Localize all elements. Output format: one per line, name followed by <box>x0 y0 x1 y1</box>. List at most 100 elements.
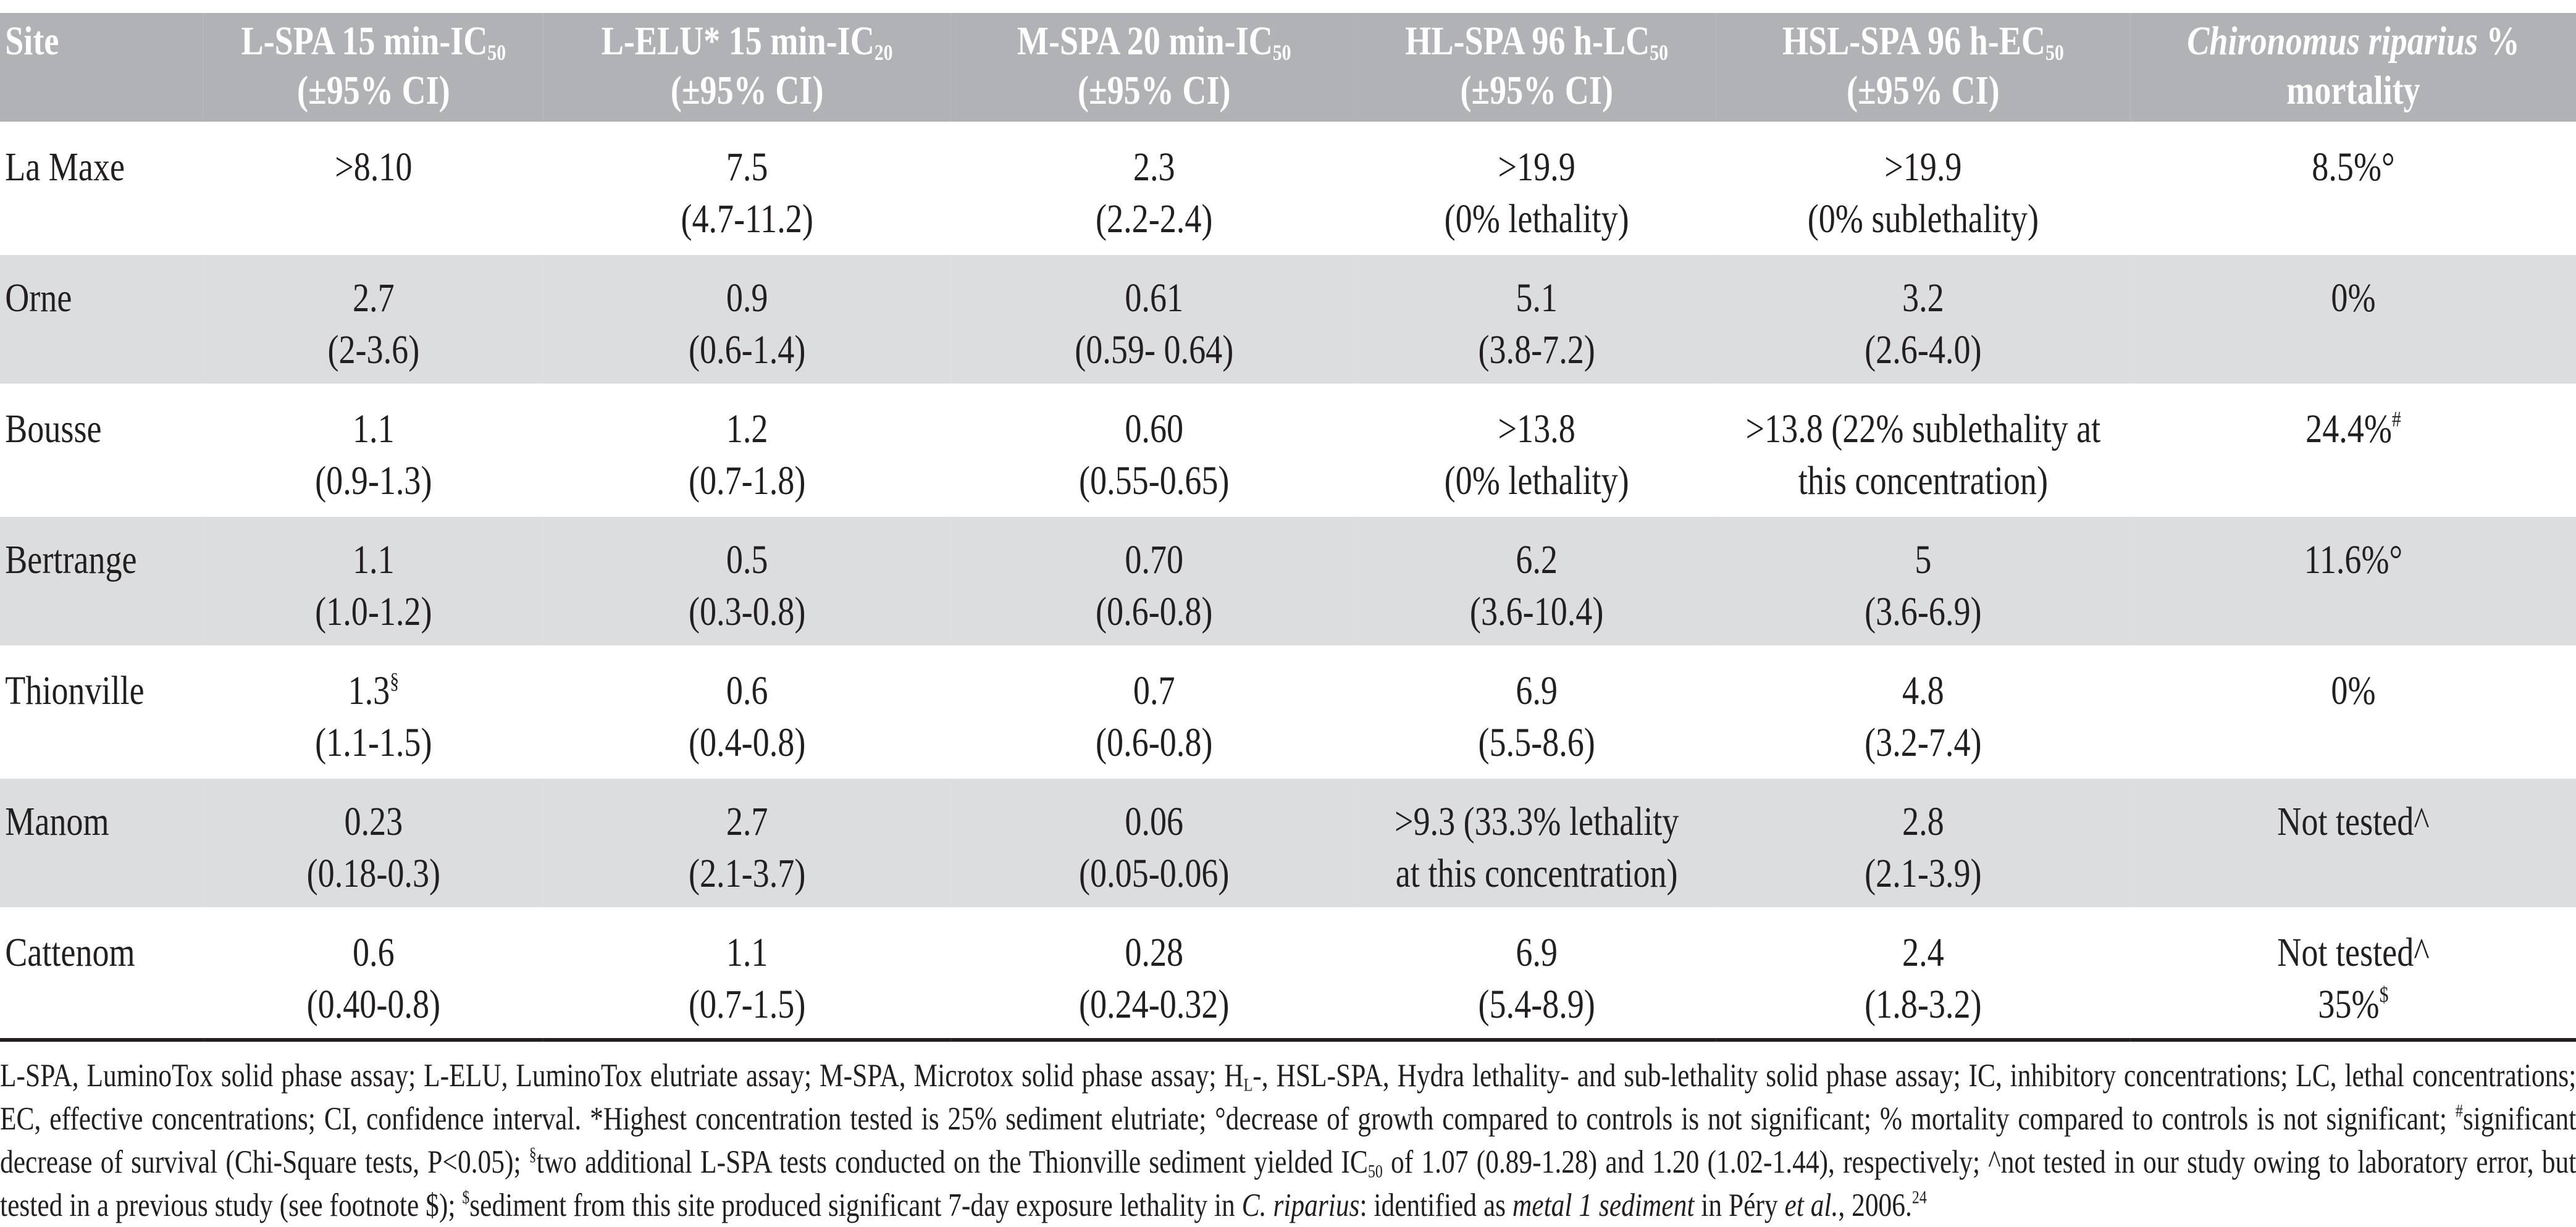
cell-value: 1.3 <box>348 668 390 713</box>
header-subscript: 20 <box>874 40 893 65</box>
cell-value: 0.5 <box>726 537 768 582</box>
column-header: Chironomus riparius % mortality <box>2130 13 2576 123</box>
header-text: L-ELU* 15 min-IC <box>601 19 875 64</box>
header-ci-label: (±95% CI) <box>1077 68 1231 113</box>
cell-confidence-interval: 35% <box>2318 982 2380 1027</box>
footnote-segment: sediment from this site produced signifi… <box>469 1187 1242 1223</box>
cell-value: 2.8 <box>1902 799 1944 844</box>
table-cell: 0.28 (0.24-0.32) <box>950 907 1358 1042</box>
cell-value: >13.8 <box>1498 406 1575 451</box>
cell-value: >9.3 (33.3% lethality <box>1394 799 1679 844</box>
table-row: Manom 0.23 (0.18-0.3) 2.7 (2.1-3.7) 0.06 (0.05… <box>0 776 2576 908</box>
cell-confidence-interval: (0.05-0.06) <box>1078 851 1230 896</box>
footnote-segment: § <box>529 1144 537 1165</box>
table-cell: 0.6 (0.40-0.8) <box>203 907 544 1042</box>
table-cell: 4.8 (3.2-7.4) <box>1716 645 2131 777</box>
header-text: L-SPA 15 min-IC <box>241 19 488 64</box>
footnote-segment: in Péry <box>1694 1187 1785 1223</box>
cell-value: 1.2 <box>726 406 768 451</box>
cell-value: 6.2 <box>1516 537 1558 582</box>
results-table: Site L-SPA 15 min-IC50 (±95% CI) L-ELU* 15 … <box>0 13 2576 1042</box>
header-text: HL-SPA 96 h-LC <box>1405 19 1650 64</box>
table-cell: 1.1 (1.0-1.2) <box>203 514 544 647</box>
cell-footnote-mark: § <box>390 668 400 693</box>
table-cell: 8.5%° <box>2130 122 2576 254</box>
cell-value: 1.1 <box>726 930 768 975</box>
column-header: M-SPA 20 min-IC50 (±95% CI) <box>950 13 1358 123</box>
table-cell: >8.10 <box>203 122 544 254</box>
cell-confidence-interval: (0% lethality) <box>1444 196 1629 241</box>
table-cell: >13.8 (22% sublethality at this concentra… <box>1716 383 2131 516</box>
cell-value: 8.5%° <box>2312 144 2395 190</box>
cell-confidence-interval: (0.59- 0.64) <box>1075 327 1234 372</box>
footnote-segment: L <box>1243 1075 1253 1095</box>
site-name: Cattenom <box>0 907 204 1042</box>
header-subscript: 50 <box>1272 40 1291 65</box>
footnote-segment: C. riparius <box>1241 1187 1360 1223</box>
header-ci-label: mortality <box>2286 68 2420 113</box>
cell-value: 0.06 <box>1125 799 1184 844</box>
cell-footnote-mark: # <box>2391 406 2401 432</box>
footnote-segment: $ <box>462 1187 470 1208</box>
table-cell: 2.4 (1.8-3.2) <box>1716 907 2131 1042</box>
table-cell: 1.1 (0.9-1.3) <box>203 383 544 516</box>
header-ci-label: (±95% CI) <box>1847 68 2000 113</box>
cell-confidence-interval: (0.6-0.8) <box>1096 720 1213 765</box>
cell-confidence-interval: (4.7-11.2) <box>681 196 813 241</box>
site-name: Thionville <box>0 645 204 777</box>
cell-confidence-interval: (0.40-0.8) <box>306 982 441 1027</box>
footnote-segment: metal 1 sediment <box>1512 1187 1695 1223</box>
table-cell: 5.1 (3.8-7.2) <box>1357 253 1716 385</box>
table-row: La Maxe >8.10 7.5 (4.7-11.2) 2.3 (2.2-2.4) >19… <box>0 122 2576 254</box>
cell-value: >19.9 <box>1498 144 1575 190</box>
footnote-segment: 50 <box>1367 1162 1383 1182</box>
table-cell: 2.7 (2.1-3.7) <box>543 776 951 908</box>
table-row: Cattenom 0.6 (0.40-0.8) 1.1 (0.7-1.5) 0.28 (0.… <box>0 907 2576 1042</box>
header-ci-label: (±95% CI) <box>296 68 450 113</box>
footnote-segment: et al. <box>1784 1187 1839 1223</box>
cell-confidence-interval: (3.6-6.9) <box>1865 589 1982 634</box>
cell-value: 5.1 <box>1516 275 1558 320</box>
cell-confidence-interval: (5.4-8.9) <box>1478 982 1595 1027</box>
cell-value: 0% <box>2331 275 2376 320</box>
cell-value: 6.9 <box>1516 668 1558 713</box>
header-subscript: 50 <box>1650 40 1669 65</box>
cell-value: 6.9 <box>1516 930 1558 975</box>
cell-value: 0.28 <box>1125 930 1184 975</box>
cell-value: 0.7 <box>1133 668 1175 713</box>
column-header: HL-SPA 96 h-LC50 (±95% CI) <box>1357 13 1716 123</box>
cell-value: 0.9 <box>726 275 768 320</box>
cell-confidence-interval: (3.8-7.2) <box>1478 327 1595 372</box>
table-cell: 0.61 (0.59- 0.64) <box>950 253 1358 385</box>
table-cell: 1.1 (0.7-1.5) <box>543 907 951 1042</box>
table-cell: 11.6%° <box>2130 514 2576 647</box>
header-ci-label: (±95% CI) <box>1460 68 1613 113</box>
cell-confidence-interval: (2.6-4.0) <box>1865 327 1982 372</box>
header-ci-label: (±95% CI) <box>670 68 824 113</box>
site-name: Orne <box>0 253 204 385</box>
table-cell: 0.06 (0.05-0.06) <box>950 776 1358 908</box>
table-cell: 0.60 (0.55-0.65) <box>950 383 1358 516</box>
cell-value: 1.1 <box>353 406 395 451</box>
cell-value: 0.60 <box>1125 406 1184 451</box>
cell-value: 3.2 <box>1902 275 1944 320</box>
table-cell: 0.9 (0.6-1.4) <box>543 253 951 385</box>
table-cell: Not tested^ <box>2130 776 2576 908</box>
table-cell: 0.70 (0.6-0.8) <box>950 514 1358 647</box>
cell-value: 5 <box>1915 537 1932 582</box>
cell-confidence-interval: (0.6-0.8) <box>1096 589 1213 634</box>
footnote-segment: significant decrease of survival (Chi-Sq… <box>0 1101 2576 1180</box>
cell-value: >8.10 <box>335 144 413 190</box>
cell-value: 0.6 <box>726 668 768 713</box>
site-name: Bertrange <box>0 514 204 647</box>
cell-confidence-interval: (5.5-8.6) <box>1478 720 1595 765</box>
header-text: Chironomus riparius <box>2187 19 2478 64</box>
table-cell: 5 (3.6-6.9) <box>1716 514 2131 647</box>
header-text-suffix: % <box>2478 19 2520 64</box>
cell-confidence-interval: (0.4-0.8) <box>688 720 806 765</box>
cell-value: 2.7 <box>726 799 768 844</box>
table-cell: 3.2 (2.6-4.0) <box>1716 253 2131 385</box>
table-cell: 0% <box>2130 253 2576 385</box>
cell-value: 0.61 <box>1125 275 1184 320</box>
